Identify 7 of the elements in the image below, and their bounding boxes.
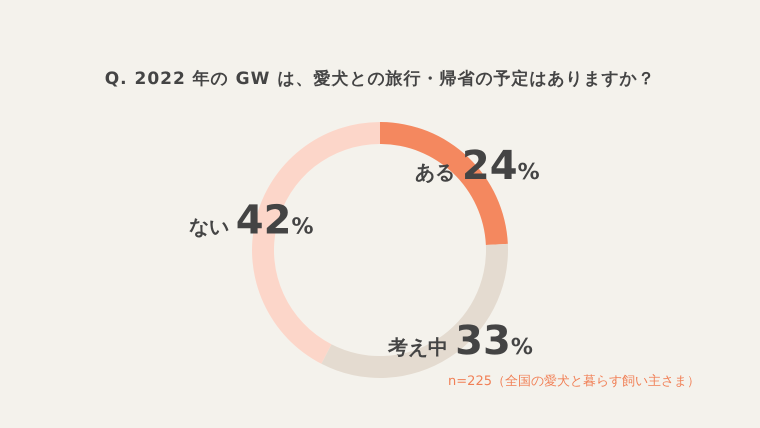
data-label: 42% <box>236 198 314 244</box>
chart-title: Q. 2022 年の GW は、愛犬との旅行・帰省の予定はありますか？ <box>104 69 656 89</box>
slice-label: ある <box>414 160 462 184</box>
slice-label: ない <box>188 214 236 239</box>
text: n=225（全国の愛犬と暮らす飼い主さま） <box>448 373 700 389</box>
slice-label: 考え中 <box>387 335 456 360</box>
data-label: 33% <box>455 318 533 364</box>
